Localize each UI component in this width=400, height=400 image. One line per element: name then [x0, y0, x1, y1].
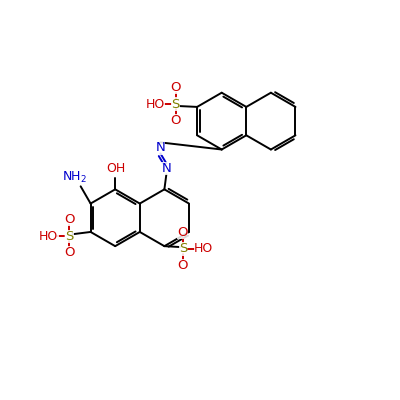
Text: O: O [64, 246, 74, 259]
Text: O: O [170, 81, 181, 94]
Text: HO: HO [194, 242, 213, 256]
Text: NH$_2$: NH$_2$ [62, 170, 87, 185]
Text: OH: OH [106, 162, 126, 175]
Text: S: S [172, 98, 180, 110]
Text: S: S [65, 230, 74, 243]
Text: N: N [162, 162, 171, 175]
Text: HO: HO [146, 98, 165, 110]
Text: N: N [156, 142, 165, 154]
Text: O: O [64, 213, 74, 226]
Text: O: O [178, 259, 188, 272]
Text: O: O [178, 226, 188, 239]
Text: HO: HO [39, 230, 58, 243]
Text: O: O [170, 114, 181, 127]
Text: S: S [179, 242, 187, 256]
